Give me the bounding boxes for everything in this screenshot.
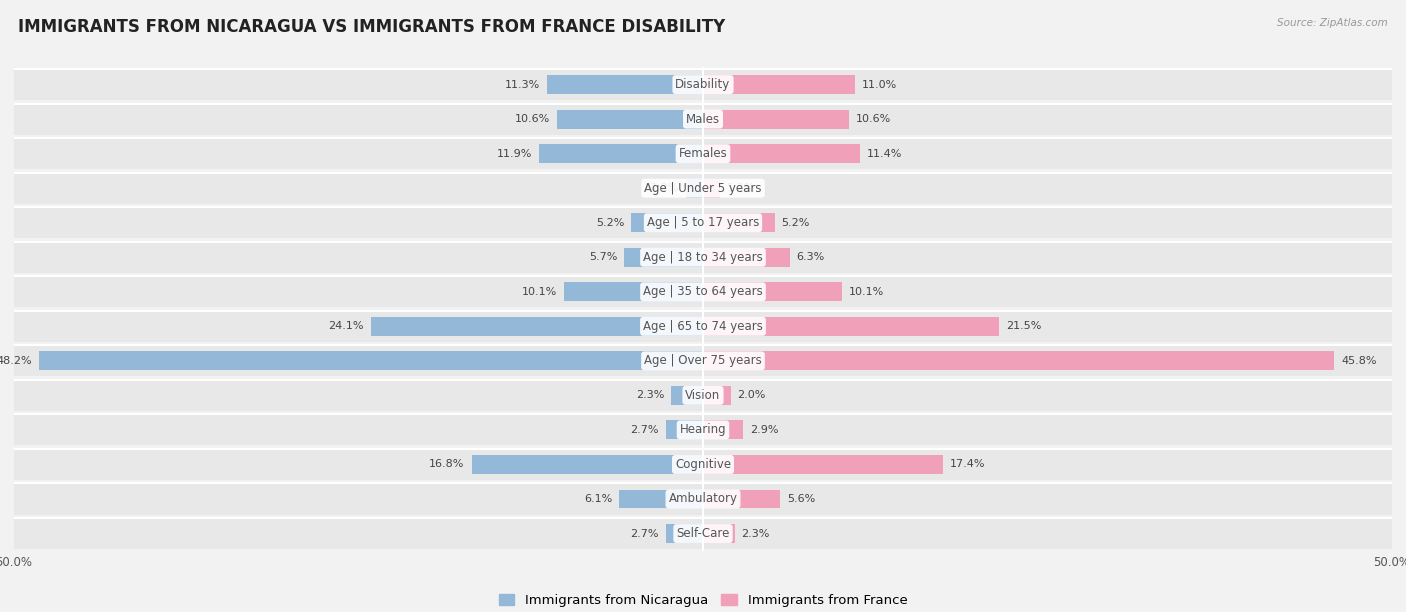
Bar [624, 248, 703, 267]
Text: 10.6%: 10.6% [515, 114, 550, 124]
Text: 11.3%: 11.3% [505, 80, 540, 89]
Bar [14, 449, 1392, 480]
Text: 21.5%: 21.5% [1007, 321, 1042, 331]
Text: 10.6%: 10.6% [856, 114, 891, 124]
Text: 48.2%: 48.2% [0, 356, 32, 366]
Text: Age | 18 to 34 years: Age | 18 to 34 years [643, 251, 763, 264]
Text: 6.3%: 6.3% [797, 252, 825, 263]
Text: Age | Under 5 years: Age | Under 5 years [644, 182, 762, 195]
Bar [371, 317, 703, 336]
Bar [14, 69, 1392, 100]
Bar [703, 213, 775, 232]
Bar [471, 455, 703, 474]
Bar [14, 207, 1392, 238]
Bar [703, 420, 742, 439]
Bar [631, 213, 703, 232]
Text: Males: Males [686, 113, 720, 125]
Text: 5.7%: 5.7% [589, 252, 617, 263]
Text: 2.3%: 2.3% [636, 390, 665, 400]
Bar [564, 282, 703, 301]
Text: Cognitive: Cognitive [675, 458, 731, 471]
Text: 10.1%: 10.1% [849, 287, 884, 297]
Text: 11.0%: 11.0% [862, 80, 897, 89]
Text: 16.8%: 16.8% [429, 460, 464, 469]
Text: Self-Care: Self-Care [676, 527, 730, 540]
Bar [703, 75, 855, 94]
Bar [666, 420, 703, 439]
Bar [703, 282, 842, 301]
Text: 2.3%: 2.3% [741, 529, 770, 539]
Bar [14, 103, 1392, 135]
Bar [703, 179, 720, 198]
Bar [703, 317, 1000, 336]
Text: 2.7%: 2.7% [630, 529, 659, 539]
Text: Source: ZipAtlas.com: Source: ZipAtlas.com [1277, 18, 1388, 28]
Text: Ambulatory: Ambulatory [668, 493, 738, 506]
Bar [686, 179, 703, 198]
Bar [14, 345, 1392, 376]
Text: Age | Over 75 years: Age | Over 75 years [644, 354, 762, 367]
Text: 6.1%: 6.1% [583, 494, 612, 504]
Text: 2.0%: 2.0% [738, 390, 766, 400]
Bar [703, 144, 860, 163]
Bar [14, 483, 1392, 515]
Text: 5.2%: 5.2% [782, 218, 810, 228]
Bar [14, 173, 1392, 204]
Text: 1.2%: 1.2% [727, 183, 755, 193]
Text: 10.1%: 10.1% [522, 287, 557, 297]
Bar [671, 386, 703, 405]
Bar [538, 144, 703, 163]
Bar [666, 524, 703, 543]
Bar [703, 524, 735, 543]
Bar [557, 110, 703, 129]
Text: Age | 65 to 74 years: Age | 65 to 74 years [643, 320, 763, 333]
Text: 11.4%: 11.4% [868, 149, 903, 159]
Text: Disability: Disability [675, 78, 731, 91]
Bar [703, 351, 1334, 370]
Text: Age | 35 to 64 years: Age | 35 to 64 years [643, 285, 763, 298]
Bar [14, 414, 1392, 446]
Text: 45.8%: 45.8% [1341, 356, 1376, 366]
Text: 11.9%: 11.9% [496, 149, 531, 159]
Bar [619, 490, 703, 509]
Bar [703, 110, 849, 129]
Legend: Immigrants from Nicaragua, Immigrants from France: Immigrants from Nicaragua, Immigrants fr… [494, 588, 912, 612]
Text: Hearing: Hearing [679, 424, 727, 436]
Bar [703, 248, 790, 267]
Bar [703, 490, 780, 509]
Bar [703, 386, 731, 405]
Text: 2.7%: 2.7% [630, 425, 659, 435]
Text: 5.6%: 5.6% [787, 494, 815, 504]
Text: 2.9%: 2.9% [749, 425, 779, 435]
Bar [14, 276, 1392, 307]
Bar [14, 138, 1392, 169]
Text: Vision: Vision [685, 389, 721, 402]
Text: Females: Females [679, 147, 727, 160]
Text: 17.4%: 17.4% [949, 460, 986, 469]
Text: 5.2%: 5.2% [596, 218, 624, 228]
Text: 1.2%: 1.2% [651, 183, 679, 193]
Bar [39, 351, 703, 370]
Bar [14, 380, 1392, 411]
Bar [14, 242, 1392, 273]
Text: 24.1%: 24.1% [329, 321, 364, 331]
Bar [547, 75, 703, 94]
Bar [14, 311, 1392, 342]
Text: Age | 5 to 17 years: Age | 5 to 17 years [647, 216, 759, 230]
Bar [14, 518, 1392, 549]
Bar [703, 455, 943, 474]
Text: IMMIGRANTS FROM NICARAGUA VS IMMIGRANTS FROM FRANCE DISABILITY: IMMIGRANTS FROM NICARAGUA VS IMMIGRANTS … [18, 18, 725, 36]
